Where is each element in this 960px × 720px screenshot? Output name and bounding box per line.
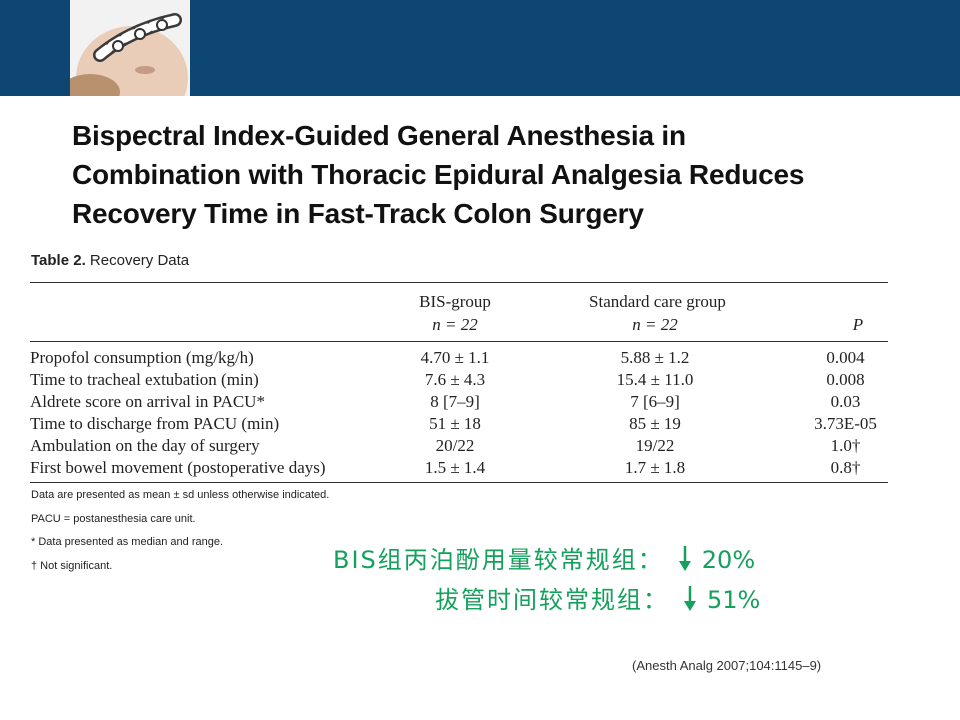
paper-title: Bispectral Index-Guided General Anesthes… [72, 116, 892, 233]
row-std-value: 19/22 [635, 436, 675, 455]
col-header-bis-n: n = 22 [432, 315, 478, 334]
row-std-value: 7 [6–9] [630, 392, 680, 411]
row-label: Propofol consumption (mg/kg/h) [30, 348, 254, 367]
row-label: Time to tracheal extubation (min) [30, 370, 259, 389]
row-bis-value: 51 ± 18 [429, 414, 481, 433]
table-caption-text: Recovery Data [89, 252, 190, 269]
row-p-value: 0.008 [826, 370, 865, 389]
row-bis-value: 8 [7–9] [430, 392, 480, 411]
patient-bis-sensor-photo [70, 0, 190, 96]
col-header-std-n: n = 22 [632, 315, 678, 334]
down-arrow-icon [678, 544, 692, 578]
table-bottom-rule [30, 482, 888, 483]
row-p-value: 0.004 [826, 348, 865, 367]
title-line: Combination with Thoracic Epidural Analg… [72, 159, 805, 190]
row-bis-value: 1.5 ± 1.4 [424, 458, 486, 477]
row-label: Ambulation on the day of surgery [30, 436, 260, 455]
row-bis-value: 4.70 ± 1.1 [420, 348, 490, 367]
summary-value: 20% [701, 546, 756, 574]
summary-line-propofol: BIS组丙泊酚用量较常规组： 20% [333, 540, 755, 578]
table-row: Time to tracheal extubation (min) 7.6 ± … [0, 369, 960, 391]
title-line: Recovery Time in Fast-Track Colon Surger… [72, 198, 644, 229]
table-row: Propofol consumption (mg/kg/h) 4.70 ± 1.… [0, 347, 960, 369]
footnote: Data are presented as mean ± sd unless o… [31, 489, 330, 501]
table-row: Aldrete score on arrival in PACU* 8 [7–9… [0, 391, 960, 413]
table-header-rule [30, 341, 888, 342]
footnote: * Data presented as median and range. [31, 536, 224, 548]
summary-value: 51% [707, 586, 761, 614]
row-p-value: 3.73E-05 [814, 414, 877, 433]
row-label: Time to discharge from PACU (min) [30, 414, 280, 433]
summary-label: BIS组丙泊酚用量较常规组： [333, 546, 664, 574]
col-header-std: Standard care group [589, 292, 726, 311]
row-p-value: 1.0† [830, 436, 861, 455]
table-number: Table 2. [31, 252, 86, 269]
row-label: First bowel movement (postoperative days… [30, 458, 326, 477]
row-p-value: 0.8† [830, 458, 861, 477]
table-footnotes: Data are presented as mean ± sd unless o… [31, 489, 329, 583]
citation: (Anesth Analg 2007;104:1145–9) [632, 658, 822, 673]
table-caption: Table 2. Recovery Data [31, 252, 189, 269]
down-arrow-icon [683, 584, 697, 618]
col-header-bis: BIS-group [419, 292, 491, 311]
footnote: † Not significant. [31, 559, 113, 572]
table-row: Ambulation on the day of surgery 20/22 1… [0, 435, 960, 457]
col-header-p: P [852, 315, 864, 334]
table-top-rule [30, 282, 888, 283]
row-std-value: 5.88 ± 1.2 [620, 348, 690, 367]
table-row: Time to discharge from PACU (min) 51 ± 1… [0, 413, 960, 435]
table-row: First bowel movement (postoperative days… [0, 457, 960, 479]
row-label: Aldrete score on arrival in PACU* [30, 392, 265, 411]
row-std-value: 15.4 ± 11.0 [616, 370, 694, 389]
summary-line-extubation: 拔管时间较常规组： 51% [435, 580, 760, 618]
summary-label: 拔管时间较常规组： [435, 586, 669, 614]
row-std-value: 85 ± 19 [629, 414, 681, 433]
footnote: PACU = postanesthesia care unit. [31, 512, 196, 525]
row-std-value: 1.7 ± 1.8 [624, 458, 686, 477]
row-bis-value: 7.6 ± 4.3 [424, 370, 486, 389]
row-p-value: 0.03 [830, 392, 861, 411]
row-bis-value: 20/22 [435, 436, 475, 455]
title-line: Bispectral Index-Guided General Anesthes… [72, 120, 686, 151]
